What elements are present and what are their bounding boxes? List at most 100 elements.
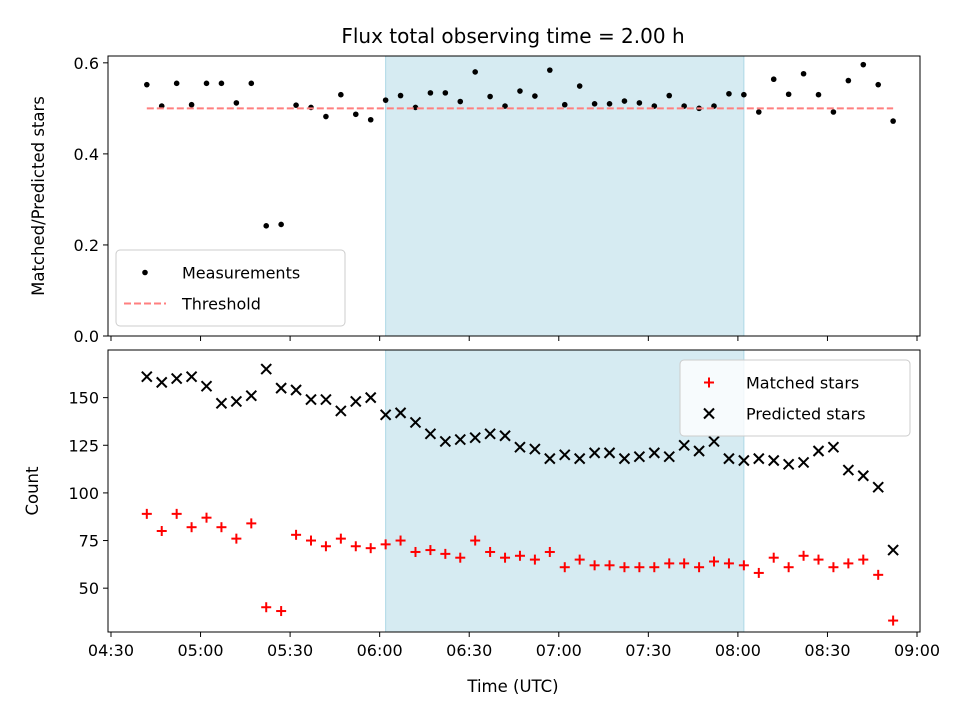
x-stroke-b: [529, 443, 541, 455]
measurement-point: [576, 83, 583, 89]
legend: Measurements Threshold: [115, 249, 346, 327]
measurement-point: [785, 91, 792, 98]
chart-title: Flux total observing time = 2.00 h: [341, 24, 684, 48]
measurement-point: [755, 109, 762, 115]
matched-star-point: [141, 508, 152, 519]
predicted-star-point: [544, 452, 556, 465]
matched-star-point: [574, 554, 585, 565]
x-stroke-b: [290, 384, 302, 396]
measurement-point: [875, 81, 882, 88]
x-tick-label: 07:00: [536, 641, 582, 660]
matched-star-point: [291, 529, 302, 540]
matched-star-point: [186, 522, 197, 533]
x-tick-label: 05:30: [267, 641, 313, 660]
matched-star-point: [216, 522, 227, 533]
predicted-star-point: [350, 395, 362, 408]
predicted-star-point: [185, 370, 198, 383]
predicted-star-point: [364, 391, 377, 404]
predicted-star-point: [260, 363, 272, 375]
matched-star-point: [709, 556, 720, 567]
measurement-point: [203, 80, 210, 87]
measurement-point: [890, 118, 896, 124]
predicted-star-point: [245, 390, 258, 402]
x-stroke-b: [379, 409, 392, 421]
predicted-star-point: [663, 450, 675, 463]
matched-star-point: [231, 533, 242, 544]
predicted-star-point: [499, 430, 511, 442]
predicted-star-point: [753, 452, 765, 465]
x-stroke-b: [335, 405, 347, 417]
matched-star-point: [813, 554, 824, 565]
measurement-point: [248, 80, 255, 87]
y-tick-label: 0.2: [74, 236, 99, 255]
predicted-star-point: [409, 416, 422, 429]
matched-star-point: [604, 560, 615, 571]
predicted-star-point: [230, 395, 243, 408]
measurement-point: [591, 101, 598, 107]
y-tick-label: 0.0: [74, 327, 99, 346]
x-stroke-b: [484, 428, 496, 440]
predicted-star-point: [439, 435, 452, 448]
x-stroke-b: [320, 393, 332, 406]
measurement-point: [517, 88, 523, 94]
x-tick-label: 07:30: [625, 641, 671, 660]
measurement-point: [770, 76, 777, 83]
measurement-point: [338, 91, 344, 98]
measurement-point: [621, 98, 628, 104]
x-stroke-b: [424, 428, 437, 440]
predicted-star-point: [170, 372, 183, 385]
matched-star-point: [559, 562, 570, 573]
x-stroke-b: [693, 445, 705, 457]
x-stroke-b: [723, 452, 735, 465]
predicted-star-point: [529, 443, 541, 455]
matched-star-point: [320, 541, 331, 552]
x-stroke-b: [618, 452, 631, 465]
measurement-point: [860, 61, 867, 68]
matched-star-point: [470, 535, 481, 546]
measurement-point: [547, 67, 553, 73]
legend: Matched stars Predicted stars: [679, 359, 911, 437]
measurement-point: [636, 100, 643, 106]
x-stroke-b: [678, 439, 690, 451]
x-stroke-b: [544, 452, 556, 465]
x-stroke-b: [141, 370, 153, 383]
y-tick-label: 100: [68, 484, 99, 503]
x-stroke-b: [350, 395, 362, 408]
matched-star-point: [843, 558, 854, 569]
measurement-point: [487, 93, 493, 100]
matched-star-point: [514, 550, 525, 561]
matched-star-point: [649, 562, 660, 573]
x-stroke-b: [648, 447, 661, 459]
measurement-point: [800, 70, 807, 77]
predicted-star-point: [842, 464, 855, 476]
axes-frame: [107, 55, 921, 337]
predicted-star-point: [782, 458, 795, 471]
predicted-star-point: [618, 452, 631, 465]
x-stroke-b: [439, 435, 452, 448]
x-stroke-b: [394, 407, 407, 419]
legend-measurement-swatch: [142, 269, 148, 276]
measurement-point: [606, 101, 613, 107]
predicted-star-point: [678, 439, 690, 451]
matched-star-point: [455, 552, 466, 563]
x-stroke-b: [588, 447, 601, 459]
matched-star-point: [783, 562, 794, 573]
matched-star-point: [500, 552, 511, 563]
measurement-point: [726, 90, 732, 97]
matched-star-point: [306, 535, 316, 546]
x-stroke-b: [245, 390, 258, 402]
matched-star-point: [529, 554, 540, 565]
measurement-point: [666, 92, 673, 99]
legend-box: [679, 359, 911, 437]
x-stroke-b: [260, 363, 272, 375]
matched-star-point: [365, 543, 376, 554]
measurement-point: [278, 221, 284, 228]
x-stroke-b: [409, 416, 422, 429]
matched-star-point: [544, 546, 555, 557]
y-tick-label: 150: [68, 389, 99, 408]
matched-star-point: [888, 615, 899, 626]
x-stroke-b: [230, 395, 243, 408]
predicted-star-point: [603, 447, 616, 459]
matched-star-point: [664, 558, 675, 569]
